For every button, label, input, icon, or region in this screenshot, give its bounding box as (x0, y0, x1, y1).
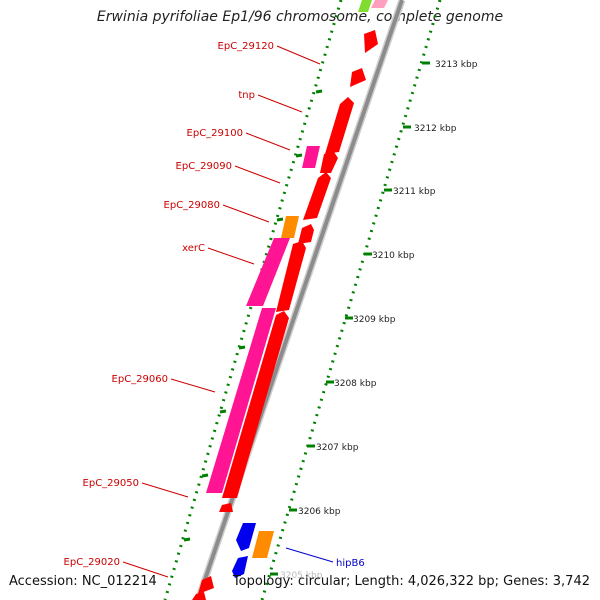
accession-label: Accession: NC_012214 (9, 574, 157, 589)
gene-label-epc29020: EpC_29020 (64, 557, 120, 568)
tick-label-3206: 3206 kbp (298, 507, 341, 517)
tick-label-3211: 3211 kbp (393, 187, 436, 197)
gene-arrow (276, 241, 306, 312)
gene-features-forward (192, 30, 378, 600)
gene-block (252, 531, 274, 558)
gene-label-epc29090: EpC_29090 (176, 161, 232, 172)
inner-ticks (270, 61, 430, 576)
gene-features-pink (206, 146, 320, 493)
gene-block (371, 0, 388, 8)
gene-arrow (298, 224, 314, 244)
gene-block (358, 0, 372, 12)
tick-label-3207: 3207 kbp (316, 443, 359, 453)
leader-lines (122, 45, 334, 578)
gene-block (246, 238, 290, 306)
tick-label-3208: 3208 kbp (334, 379, 377, 389)
gene-block (206, 308, 276, 493)
tick-label-3209: 3209 kbp (353, 315, 396, 325)
gene-arrow (325, 97, 354, 154)
genome-summary: Topology: circular; Length: 4,026,322 bp… (232, 574, 590, 589)
gene-block (302, 146, 320, 168)
gene-features-top (358, 0, 388, 12)
gene-label-epc29120: EpC_29120 (218, 41, 274, 52)
gene-label-epc29050: EpC_29050 (83, 478, 139, 489)
gene-label-xerc: xerC (182, 243, 205, 254)
gene-features-orange (252, 216, 299, 558)
map-title: Erwinia pyrifoliae Ep1/96 chromosome, co… (96, 9, 504, 25)
tick-label-3213: 3213 kbp (435, 60, 478, 70)
gene-features-blue (232, 523, 256, 578)
gene-arrow (236, 523, 256, 551)
gene-arrow (219, 503, 233, 512)
gene-arrow (198, 576, 214, 594)
gene-arrow (192, 592, 206, 600)
tick-label-3210: 3210 kbp (372, 251, 415, 261)
gene-block (281, 216, 299, 238)
gene-arrow (222, 311, 289, 498)
gene-arrow (350, 68, 366, 87)
gene-arrow (320, 152, 338, 173)
ruler-track-inner (260, 0, 442, 600)
gene-arrow (364, 30, 378, 53)
major-ticks (183, 89, 323, 542)
gene-arrow (303, 172, 331, 220)
gene-label-epc29100: EpC_29100 (187, 128, 243, 139)
backbone (194, 0, 406, 600)
gene-label-epc29060: EpC_29060 (112, 374, 168, 385)
gene-label-hipb6: hipB6 (336, 558, 365, 569)
gene-label-tnp: tnp (238, 90, 255, 101)
tick-label-3205: 3205 kbp (280, 571, 323, 581)
gene-label-epc29080: EpC_29080 (164, 200, 220, 211)
tick-label-3212: 3212 kbp (414, 124, 457, 134)
gene-arrow (232, 556, 248, 578)
